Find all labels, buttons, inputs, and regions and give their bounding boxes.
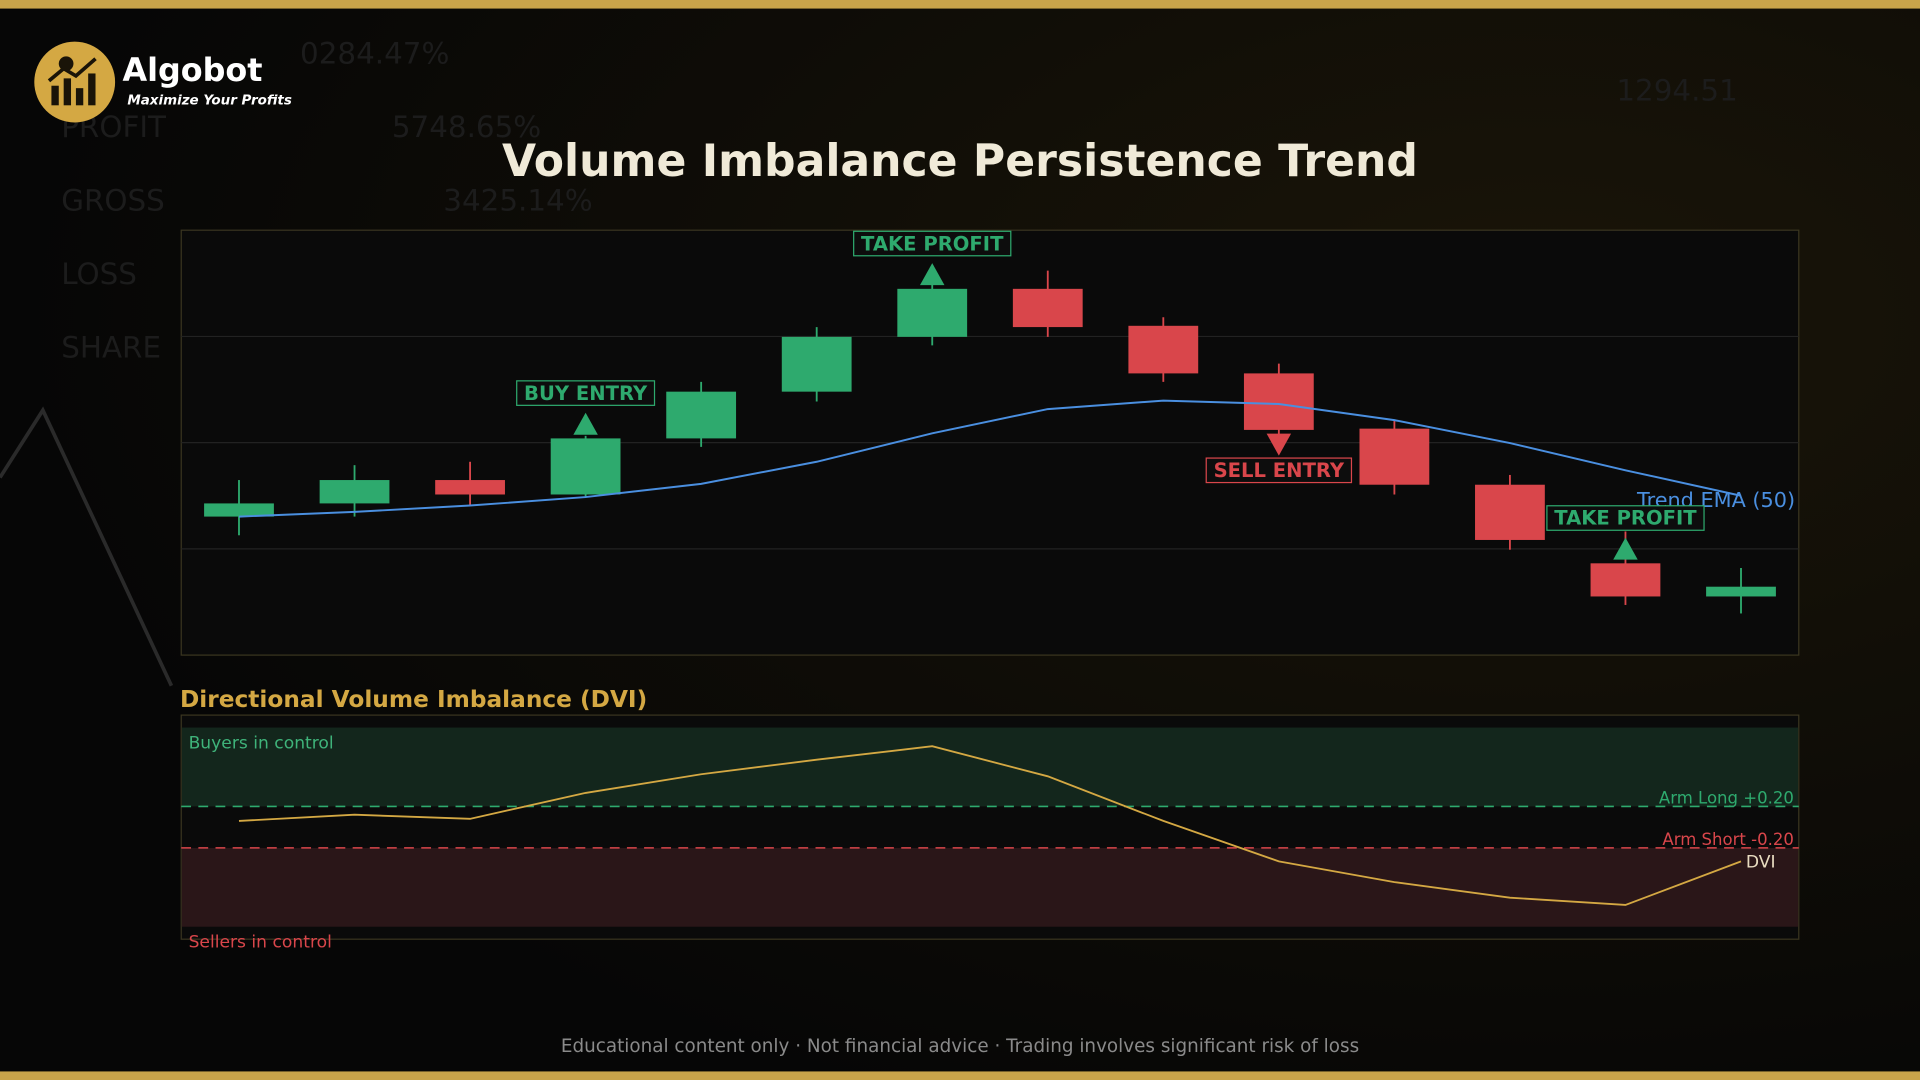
background-decor [0,406,174,687]
annotation-label: BUY ENTRY [524,382,648,405]
annotation-box [516,380,656,406]
annotation-arrow [1266,433,1292,456]
logo-circle [34,41,116,123]
candle-body [204,503,274,517]
threshold-label: Arm Short -0.20 [1662,830,1793,849]
candle-body [1128,325,1199,374]
panel-title: Directional Volume Imbalance (DVI) [180,686,647,713]
zone [181,727,1799,807]
background-text-group: 0284.47%PROFIT 5748.65%GROSS 3425.14%LOSSS… [61,37,1738,365]
background-text: 5748.65% [392,110,541,144]
bottom-bar [0,1071,1920,1080]
candle-body [1012,288,1083,328]
top-bar [0,0,1920,9]
annotation-label: TAKE PROFIT [1554,507,1697,530]
annotation-box [1546,505,1705,531]
candle-body [1475,484,1545,540]
candle-body [1706,586,1776,597]
background-text: 1294.51 [1616,73,1737,107]
background-text: LOSS [61,257,137,291]
logo-icon [63,78,72,106]
candle-body [781,336,852,392]
annotation-arrow [1613,537,1638,560]
background-text: 3425.14% [443,184,592,218]
brand-name: Algobot [122,51,262,89]
logo-icon [51,85,59,106]
annotation-arrow [573,412,598,435]
candle-body [550,438,621,495]
zone-label: Sellers in control [189,933,332,953]
logo: Algobot Maximize Your Profits [34,41,292,123]
logo-icon [75,88,84,106]
chart-title: Volume Imbalance Persistence Trend [502,136,1418,187]
footer: Educational content only · Not financial… [561,1036,1359,1057]
annotation-label: TAKE PROFIT [861,232,1004,255]
candle-body [1359,428,1430,485]
background-text: GROSS [61,184,165,218]
candle-body [1243,373,1314,430]
candle-body [897,288,968,337]
zone [181,847,1799,927]
logo-icon [88,73,96,106]
threshold-label: Arm Long +0.20 [1659,789,1794,808]
background-text: SHARE [61,330,161,364]
candle-body [319,480,390,504]
background-text: 0284.47% [300,37,449,71]
candle-body [1590,563,1661,597]
annotation-box [853,230,1012,257]
annotation-box [1205,457,1353,484]
logo-icon [47,57,97,83]
series-label: DVI [1746,853,1776,873]
annotation-arrow [919,263,945,286]
zone-label: Buyers in control [189,733,334,753]
candle-body [666,391,737,439]
ema-line [238,399,1742,518]
candle-body [435,480,505,495]
annotation-label: SELL ENTRY [1214,459,1345,482]
dvi-line [238,745,1742,906]
logo-icon [58,56,74,72]
brand-tagline: Maximize Your Profits [127,93,292,108]
